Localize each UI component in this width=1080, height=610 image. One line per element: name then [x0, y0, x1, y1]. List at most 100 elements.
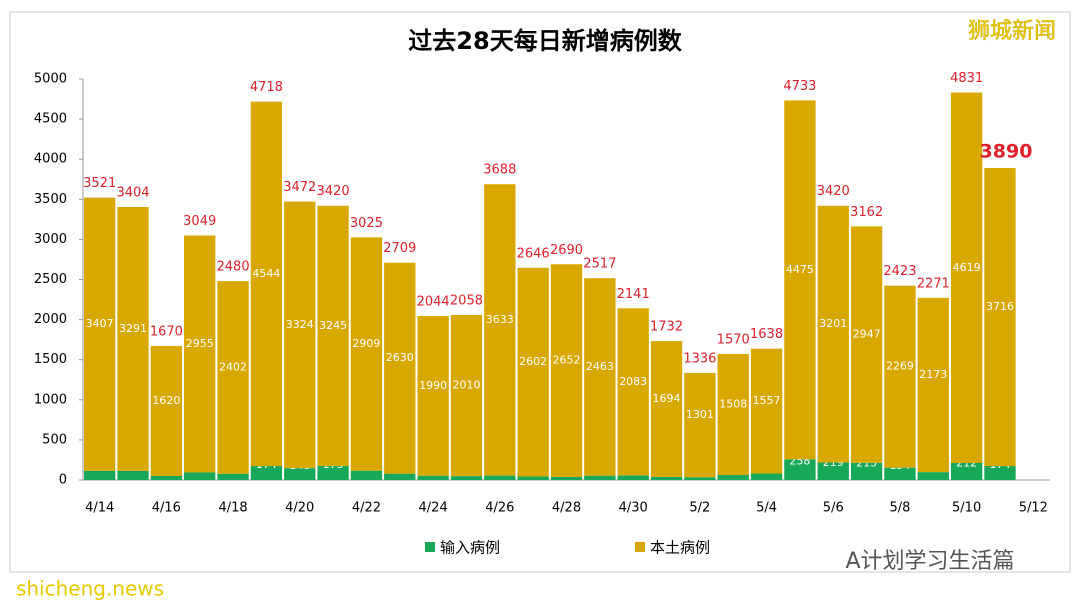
segment-label: 2010 [452, 379, 480, 392]
segment-label: 2173 [919, 368, 947, 381]
bar-segment [284, 468, 316, 480]
bar-segment [684, 372, 716, 478]
watermark: 狮城新闻 [968, 19, 1056, 44]
bar-segment [450, 314, 483, 477]
segment-label: 3407 [86, 317, 114, 330]
x-tick-label: 4/14 [85, 501, 114, 516]
y-tick-label: 500 [42, 432, 67, 447]
bar-segment [517, 476, 549, 480]
y-tick-label: 4500 [34, 112, 67, 127]
segment-label: 1990 [419, 379, 447, 392]
total-label: 3420 [317, 184, 350, 199]
total-label: 2709 [383, 241, 416, 256]
y-tick-label: 3500 [34, 192, 67, 207]
total-label: 3162 [850, 205, 883, 220]
segment-label: 3716 [986, 300, 1014, 313]
total-label: 3049 [183, 214, 216, 229]
bar-segment [917, 472, 949, 480]
y-tick-label: 3000 [34, 232, 67, 247]
bar-segment [284, 201, 316, 469]
segment-label: 1620 [152, 394, 180, 407]
bar-segment [384, 473, 416, 480]
bar-segment [850, 226, 883, 463]
segment-label: 4619 [953, 261, 981, 274]
x-tick-label: 4/20 [285, 501, 314, 516]
bar-segment [650, 341, 683, 477]
bar-segment [984, 168, 1016, 467]
bar-segment [250, 466, 283, 480]
bar-segment [884, 467, 916, 480]
bar-segment [384, 262, 416, 474]
x-tick-label: 5/6 [823, 501, 844, 516]
y-tick-label: 0 [59, 473, 67, 488]
x-tick-label: 5/10 [952, 501, 981, 516]
x-tick-label: 4/18 [218, 501, 247, 516]
bar-segment [484, 184, 516, 476]
x-tick-label: 4/30 [619, 501, 648, 516]
bar-segment [117, 206, 149, 471]
total-label: 3025 [350, 216, 383, 231]
bar-segment [617, 475, 649, 480]
segment-label: 2909 [352, 337, 380, 350]
segment-label: 2955 [186, 337, 214, 350]
bar-segment [417, 475, 449, 480]
segment-label: 3201 [819, 317, 847, 330]
total-label: 1732 [650, 320, 683, 335]
segment-label: 2630 [386, 351, 414, 364]
bar-segment [184, 472, 216, 480]
total-label: 3521 [83, 176, 116, 191]
bar-segment [550, 264, 583, 477]
bar-segment [717, 475, 749, 480]
segment-label: 2947 [853, 328, 881, 341]
x-tick-label: 5/12 [1019, 501, 1048, 516]
bar-segment [850, 462, 883, 480]
legend-swatch [425, 542, 435, 552]
segment-label: 3324 [286, 318, 314, 331]
y-tick-label: 2500 [34, 272, 67, 287]
bar-segment [217, 281, 249, 474]
segment-label: 2652 [553, 354, 581, 367]
legend-label: 本土病例 [650, 539, 710, 557]
bar-segment [350, 470, 383, 480]
watermark: A计划学习生活篇 [845, 549, 1014, 574]
segment-label: 2463 [586, 360, 614, 373]
bar-segment [917, 297, 949, 473]
watermark: shicheng.news [16, 577, 164, 601]
total-label: 2058 [450, 293, 483, 308]
total-label: 3404 [116, 185, 149, 200]
segment-label: 1694 [653, 392, 681, 405]
segment-label: 1508 [719, 398, 747, 411]
segment-label: 2602 [519, 355, 547, 368]
total-label: 3420 [817, 184, 850, 199]
bar-segment [84, 197, 116, 471]
y-tick-label: 1500 [34, 352, 67, 367]
bar-segment [617, 308, 649, 476]
bar-segment [750, 348, 783, 474]
bar-segment [317, 465, 349, 480]
segment-label: 3245 [319, 319, 347, 332]
bar-segment [750, 473, 783, 480]
total-label: 2646 [517, 246, 550, 261]
total-label: 2690 [550, 243, 583, 258]
bar-segment [584, 475, 616, 480]
x-tick-label: 5/4 [756, 501, 777, 516]
segment-label: 1557 [753, 394, 781, 407]
total-label: 2271 [917, 276, 950, 291]
total-label: 3890 [980, 141, 1033, 163]
segment-label: 3291 [119, 322, 147, 335]
bar-segment [650, 476, 683, 480]
bar-segment [817, 462, 849, 480]
total-label: 1336 [683, 351, 716, 366]
segment-label: 4544 [252, 267, 280, 280]
total-label: 3688 [483, 163, 516, 178]
total-label: 1638 [750, 327, 783, 342]
bar-segment [217, 473, 249, 480]
bar-segment [784, 459, 816, 480]
segment-label: 3633 [486, 313, 514, 326]
total-label: 2517 [583, 257, 616, 272]
bar-segment [817, 205, 849, 463]
bar-segment [317, 205, 349, 466]
x-tick-label: 4/24 [419, 501, 448, 516]
total-label: 2480 [217, 260, 250, 275]
bar-segment [950, 92, 983, 463]
